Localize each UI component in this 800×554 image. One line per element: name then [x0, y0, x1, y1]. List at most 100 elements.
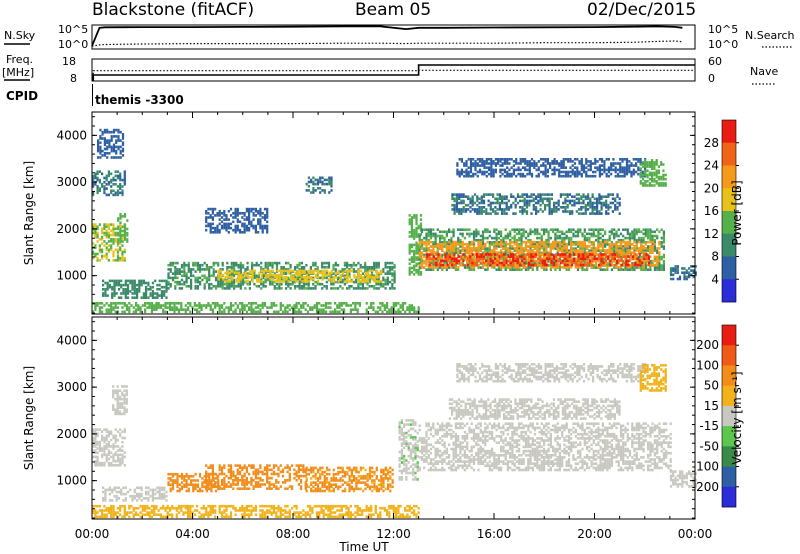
power-cell [94, 231, 97, 235]
power-cell [616, 206, 619, 209]
power-cell [614, 208, 617, 211]
power-cell [543, 245, 546, 248]
power-cell [180, 266, 184, 269]
power-cell [591, 193, 594, 196]
power-cell [444, 257, 447, 260]
power-cell [308, 269, 311, 273]
power-cell [582, 168, 586, 172]
power-cell [498, 203, 501, 207]
power-cell [429, 251, 433, 254]
power-cell [236, 207, 239, 211]
power-cell [266, 220, 269, 224]
power-cell [233, 268, 236, 271]
power-cell [476, 208, 479, 211]
power-cell [290, 275, 293, 279]
power-cell [289, 266, 292, 269]
power-cell [522, 240, 525, 244]
power-cell [613, 234, 616, 238]
power-cell [317, 271, 320, 275]
power-cell [220, 220, 224, 224]
power-cell [180, 278, 184, 282]
power-cell [513, 261, 516, 265]
power-cell [573, 174, 577, 178]
power-cell [413, 264, 416, 268]
power-cell [242, 280, 245, 284]
power-cell [457, 242, 460, 246]
power-cell [225, 224, 228, 228]
power-cell [92, 176, 95, 180]
power-cell [368, 285, 371, 288]
power-cell [537, 195, 540, 198]
power-cell [641, 261, 644, 265]
power-cell [601, 234, 604, 238]
power-cell [276, 280, 279, 283]
power-cell [244, 270, 247, 273]
power-cell [500, 261, 503, 265]
power-cell [564, 210, 567, 213]
power-cell [194, 276, 197, 280]
power-cell [527, 255, 531, 258]
power-cell [626, 253, 629, 256]
power-cell [413, 256, 416, 259]
power-cell [427, 242, 430, 246]
power-cell [140, 279, 143, 283]
power-cell [584, 197, 587, 201]
power-cell [506, 158, 509, 161]
power-cell [457, 236, 460, 240]
power-cell [108, 139, 111, 142]
power-cell [121, 143, 125, 147]
power-cell [498, 195, 501, 198]
power-cell [258, 280, 261, 283]
power-cell [373, 285, 376, 288]
power-cell [348, 275, 351, 279]
power-cell [105, 235, 108, 239]
power-cell [477, 247, 480, 250]
power-cell [511, 245, 514, 248]
power-cell [115, 281, 118, 285]
power-cell [603, 166, 606, 169]
power-cell [520, 264, 523, 267]
power-cell [384, 280, 387, 284]
power-cell [602, 203, 605, 207]
power-cell [512, 201, 515, 205]
power-cell [598, 195, 601, 198]
power-cell [285, 261, 288, 265]
power-cell [222, 273, 225, 277]
power-cell [489, 261, 492, 265]
power-cell [325, 285, 328, 288]
power-cell [123, 172, 126, 176]
power-cell [565, 249, 568, 252]
power-cell [527, 240, 530, 244]
power-cell [443, 263, 446, 267]
power-cell [99, 149, 102, 153]
power-cell [439, 263, 442, 267]
power-cell [633, 234, 636, 238]
power-cell [518, 261, 522, 265]
power-cell [218, 212, 221, 215]
power-cell [260, 275, 263, 279]
power-cell [535, 195, 538, 198]
power-cell [497, 266, 500, 269]
power-cell [167, 274, 170, 278]
power-cell [599, 251, 602, 255]
power-cell [231, 275, 234, 279]
power-cell [500, 238, 503, 242]
power-cell [214, 261, 218, 265]
power-cell [564, 255, 567, 258]
power-cell [579, 245, 582, 248]
power-cell [645, 253, 648, 256]
power-cell [530, 162, 534, 165]
power-cell [357, 273, 360, 277]
power-cell [254, 231, 257, 234]
power-cell [568, 253, 571, 256]
power-cell [178, 272, 181, 275]
power-cell [183, 263, 186, 267]
power-cell [185, 285, 188, 288]
power-cell [258, 278, 261, 281]
power-cell [658, 251, 661, 254]
power-cell [462, 208, 465, 211]
power-cell [600, 255, 603, 258]
power-cell [429, 249, 433, 252]
power-cell [458, 212, 461, 215]
power-cell [450, 242, 453, 246]
